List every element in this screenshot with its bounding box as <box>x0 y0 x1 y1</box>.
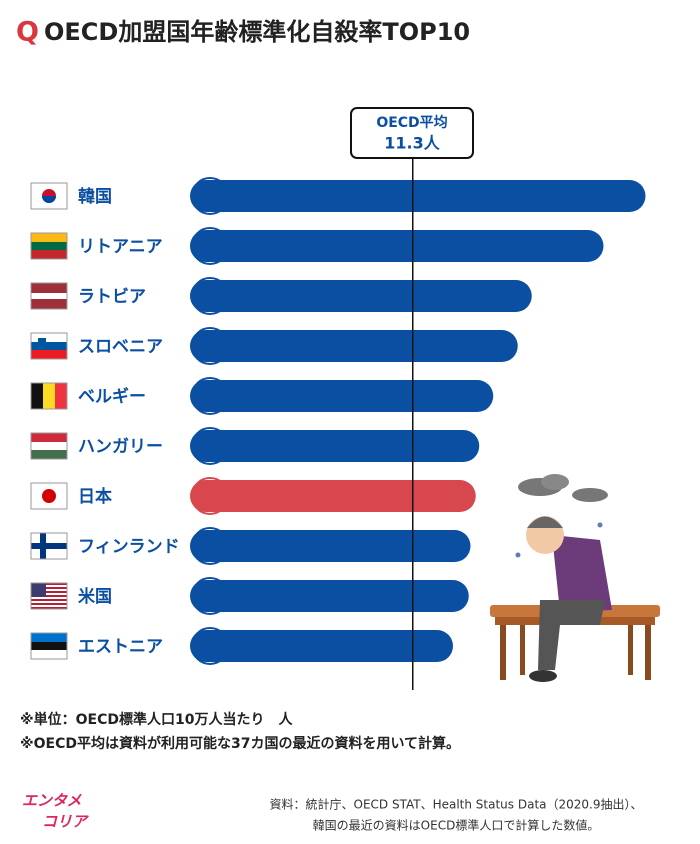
flag-part <box>31 350 67 359</box>
flag <box>30 482 68 510</box>
flag <box>30 532 68 560</box>
flag-border <box>30 632 68 660</box>
flag-border <box>30 532 68 560</box>
source: 資料：統計庁、OECD STAT、Health Status Data（2020… <box>270 797 643 812</box>
note: ※OECD平均は資料が利用可能な37カ国の最近の資料を用いて計算。 <box>20 735 460 752</box>
flag-part <box>31 583 67 585</box>
flag-part <box>31 233 67 242</box>
category-label: ベルギー <box>78 387 146 407</box>
note: ※単位：OECD標準人口10万人当たり 人 <box>20 711 293 728</box>
flag-part <box>42 196 56 203</box>
flag-part <box>31 591 67 593</box>
bar <box>190 330 518 362</box>
flag-part <box>31 599 67 601</box>
flag <box>30 232 68 260</box>
flag-part <box>31 450 67 459</box>
bar <box>190 530 471 562</box>
flag <box>30 582 68 610</box>
bar <box>190 480 476 512</box>
flag-part <box>31 603 67 605</box>
category-label: 日本 <box>78 486 112 507</box>
illustration <box>490 474 660 682</box>
category-label: フィンランド <box>78 537 180 557</box>
flag-part <box>31 595 67 597</box>
category-label: ラトビア <box>78 287 146 307</box>
flag-part <box>31 589 67 591</box>
category-label: エストニア <box>78 637 163 657</box>
flag <box>30 432 68 460</box>
category-label: スロベニア <box>78 337 163 357</box>
flag-part <box>31 601 67 603</box>
flag-border <box>30 282 68 310</box>
bar <box>190 380 494 412</box>
reference-value: 11.3人 <box>384 134 440 153</box>
flag-part <box>43 383 55 409</box>
reference-box <box>350 107 474 159</box>
source: 韓国の最近の資料はOECD標準人口で計算した数値。 <box>313 818 600 833</box>
flag-part <box>38 338 46 348</box>
flag <box>30 382 68 410</box>
logo-text: コリア <box>42 813 89 831</box>
flag <box>30 282 68 310</box>
flag-border <box>30 382 68 410</box>
flag-border <box>30 182 68 210</box>
bar <box>190 430 480 462</box>
chart-title: OECD加盟国年齢標準化自殺率TOP10 <box>44 18 470 46</box>
flag-part <box>31 585 67 587</box>
category-label: 韓国 <box>78 186 112 207</box>
flag <box>30 632 68 660</box>
flag-part <box>31 342 67 350</box>
flag-part <box>31 583 46 597</box>
flag-part <box>31 587 67 589</box>
flag-part <box>31 650 67 659</box>
flag <box>30 182 68 210</box>
bar <box>190 280 532 312</box>
reference-label: OECD平均 <box>376 114 447 131</box>
flag-part <box>31 242 67 250</box>
flag-part <box>42 489 56 503</box>
flag-part <box>31 299 67 309</box>
title-prefix: Q <box>16 17 39 48</box>
flag <box>30 332 68 360</box>
flag-part <box>31 433 67 442</box>
flag-part <box>31 593 67 595</box>
bar <box>190 180 646 212</box>
flag-part <box>31 605 67 607</box>
flag-border <box>30 232 68 260</box>
flag-part <box>31 642 67 650</box>
flag-border <box>30 582 68 610</box>
logo-text: エンタメ <box>22 792 83 810</box>
flag-part <box>55 383 67 409</box>
flag-part <box>31 543 67 549</box>
flag-border <box>30 482 68 510</box>
bar <box>190 230 604 262</box>
flag-part <box>31 293 67 299</box>
flag-part <box>31 250 67 259</box>
category-label: ハンガリー <box>78 437 163 457</box>
flag-border <box>30 332 68 360</box>
flag-part <box>31 597 67 599</box>
bar <box>190 580 469 612</box>
flag-part <box>31 633 67 642</box>
flag-part <box>31 333 67 342</box>
bar <box>190 630 453 662</box>
flag-border <box>30 432 68 460</box>
flag-part <box>31 283 67 293</box>
category-label: リトアニア <box>78 237 163 257</box>
flag-part <box>31 607 67 609</box>
flag-part <box>31 442 67 450</box>
flag-part <box>31 383 43 409</box>
category-label: 米国 <box>78 586 112 607</box>
